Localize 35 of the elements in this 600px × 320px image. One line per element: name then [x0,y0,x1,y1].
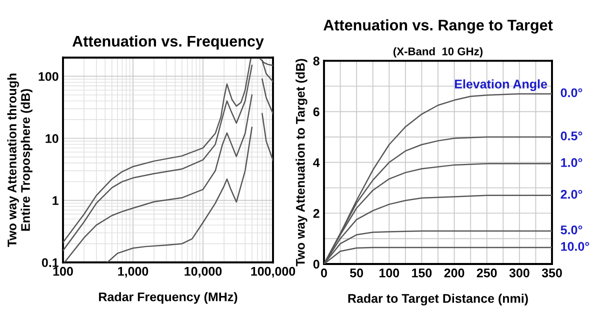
y-tick-label: 10 [46,134,58,143]
legend-title: Elevation Angle [454,79,548,92]
x-tick-label: 1,000 [118,266,148,278]
series-label: 1.0° [561,158,582,168]
x-tick-label: 200 [444,268,464,278]
y-tick-label: 2 [313,209,320,218]
x-axis-title: Radar to Target Distance (nmi) [348,294,528,306]
y-tick-label: 100 [38,72,58,81]
x-tick-label: 250 [476,268,497,278]
x-tick-label: 100,000 [251,266,296,278]
series-label: 10.0° [561,242,590,251]
series-label: 2.0° [560,190,582,199]
y-tick-label: 6 [313,107,320,116]
y-tick-label: 1 [52,196,58,205]
x-tick-label: 10,000 [184,266,222,278]
x-tick-label: 50 [350,268,364,278]
x-tick-label: 350 [542,268,562,278]
chart-title: Attenuation vs. Frequency [72,35,264,50]
x-axis-title: Radar Frequency (MHz) [99,292,238,304]
y-axis-title: Two way Attenuation through Entire Troposphere (dB) [7,74,32,247]
x-tick-label: 100 [53,266,73,276]
series-label: 5.0° [560,225,582,234]
y-tick-label: 8 [313,56,320,66]
x-tick-label: 150 [412,268,432,278]
x-tick-label: 300 [509,268,530,278]
chart-title: Attenuation vs. Range to Target [324,19,553,34]
chart-subtitle: (X-Band 10 GHz) [393,47,483,58]
series-label: 0.5° [560,132,582,140]
x-tick-label: 0 [321,268,327,278]
y-tick-label: 4 [313,158,320,167]
x-tick-label: 100 [380,268,400,278]
y-tick-label: 0 [313,260,320,269]
y-tick-label: 0.1 [42,258,58,268]
series-label: 0.0° [560,88,582,98]
y-axis-title: Two way Attenuation to Target (dB) [296,58,308,266]
